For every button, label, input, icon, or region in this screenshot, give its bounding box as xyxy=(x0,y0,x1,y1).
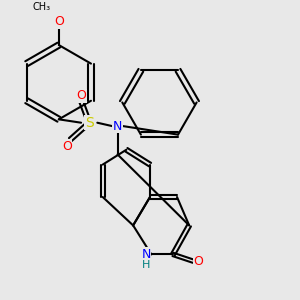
Text: CH₃: CH₃ xyxy=(33,2,51,11)
Text: O: O xyxy=(54,15,64,28)
Text: O: O xyxy=(194,255,204,268)
Text: N: N xyxy=(141,248,151,261)
Text: N: N xyxy=(113,120,122,133)
Text: O: O xyxy=(62,140,72,153)
Text: S: S xyxy=(85,116,94,130)
Text: O: O xyxy=(76,89,86,102)
Text: H: H xyxy=(142,260,150,270)
